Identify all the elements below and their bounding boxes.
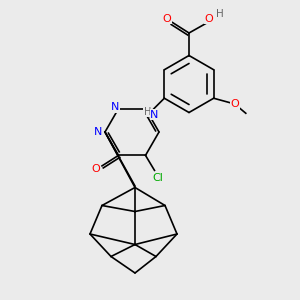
Text: O: O bbox=[163, 14, 172, 24]
Text: H: H bbox=[143, 107, 151, 117]
Text: O: O bbox=[92, 164, 100, 175]
Text: H: H bbox=[216, 9, 224, 19]
Text: N: N bbox=[150, 110, 159, 120]
Text: Cl: Cl bbox=[153, 173, 164, 183]
Text: O: O bbox=[230, 99, 239, 109]
Text: O: O bbox=[205, 14, 214, 24]
Text: N: N bbox=[111, 102, 119, 112]
Text: N: N bbox=[94, 127, 103, 137]
